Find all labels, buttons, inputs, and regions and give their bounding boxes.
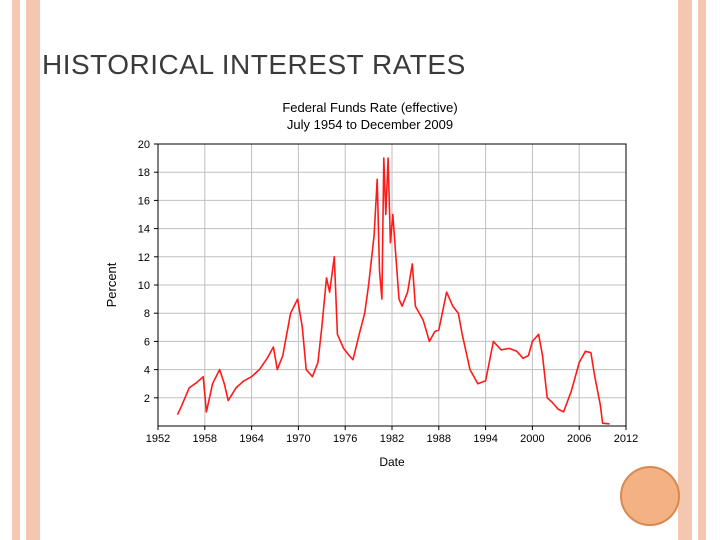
chart-tick-label-y: 4 <box>144 364 150 376</box>
chart-tick-label-x: 1994 <box>473 433 497 445</box>
chart-tick-label-x: 2006 <box>567 433 591 445</box>
chart-tick-label-x: 1952 <box>146 433 170 445</box>
chart-tick-label-x: 2000 <box>520 433 544 445</box>
chart-tick-label-y: 8 <box>144 308 150 320</box>
chart-tick-label-y: 12 <box>138 252 150 264</box>
chart-title-line1: Federal Funds Rate (effective) <box>282 100 457 115</box>
chart-tick-label-x: 1964 <box>239 433 263 445</box>
chart-svg: 2 4 6 8 10 12 14 16 18 20 1952 1958 1964 1970 1976 1982… <box>100 134 640 474</box>
chart-tick-label-x: 1982 <box>380 433 404 445</box>
chart-tick-label-y: 6 <box>144 336 150 348</box>
chart-tick-label-x: 2012 <box>614 433 638 445</box>
chart-tick-label-y: 18 <box>138 167 150 179</box>
accent-circle-icon <box>620 466 680 526</box>
chart-tick-label-x: 1988 <box>427 433 451 445</box>
side-stripe <box>12 0 20 540</box>
chart-tick-label-y: 16 <box>138 195 150 207</box>
chart-tick-label-y: 20 <box>138 139 150 151</box>
chart-title-line2: July 1954 to December 2009 <box>287 117 453 132</box>
side-stripe <box>678 0 692 540</box>
chart-container: Federal Funds Rate (effective) July 1954… <box>100 100 640 480</box>
page-title: HISTORICAL INTEREST RATES <box>42 49 466 81</box>
chart-tick-label-x: 1970 <box>286 433 310 445</box>
chart-title: Federal Funds Rate (effective) July 1954… <box>100 100 640 134</box>
chart-tick-label-y: 10 <box>138 280 150 292</box>
chart-tick-label-y: 2 <box>144 393 150 405</box>
chart-tick-label-x: 1976 <box>333 433 357 445</box>
chart-tick-label-x: 1958 <box>193 433 217 445</box>
chart-ylabel: Percent <box>104 262 119 307</box>
chart-xlabel: Date <box>379 455 405 469</box>
chart-tick-label-y: 14 <box>138 223 150 235</box>
side-stripe <box>698 0 706 540</box>
side-stripe <box>26 0 40 540</box>
